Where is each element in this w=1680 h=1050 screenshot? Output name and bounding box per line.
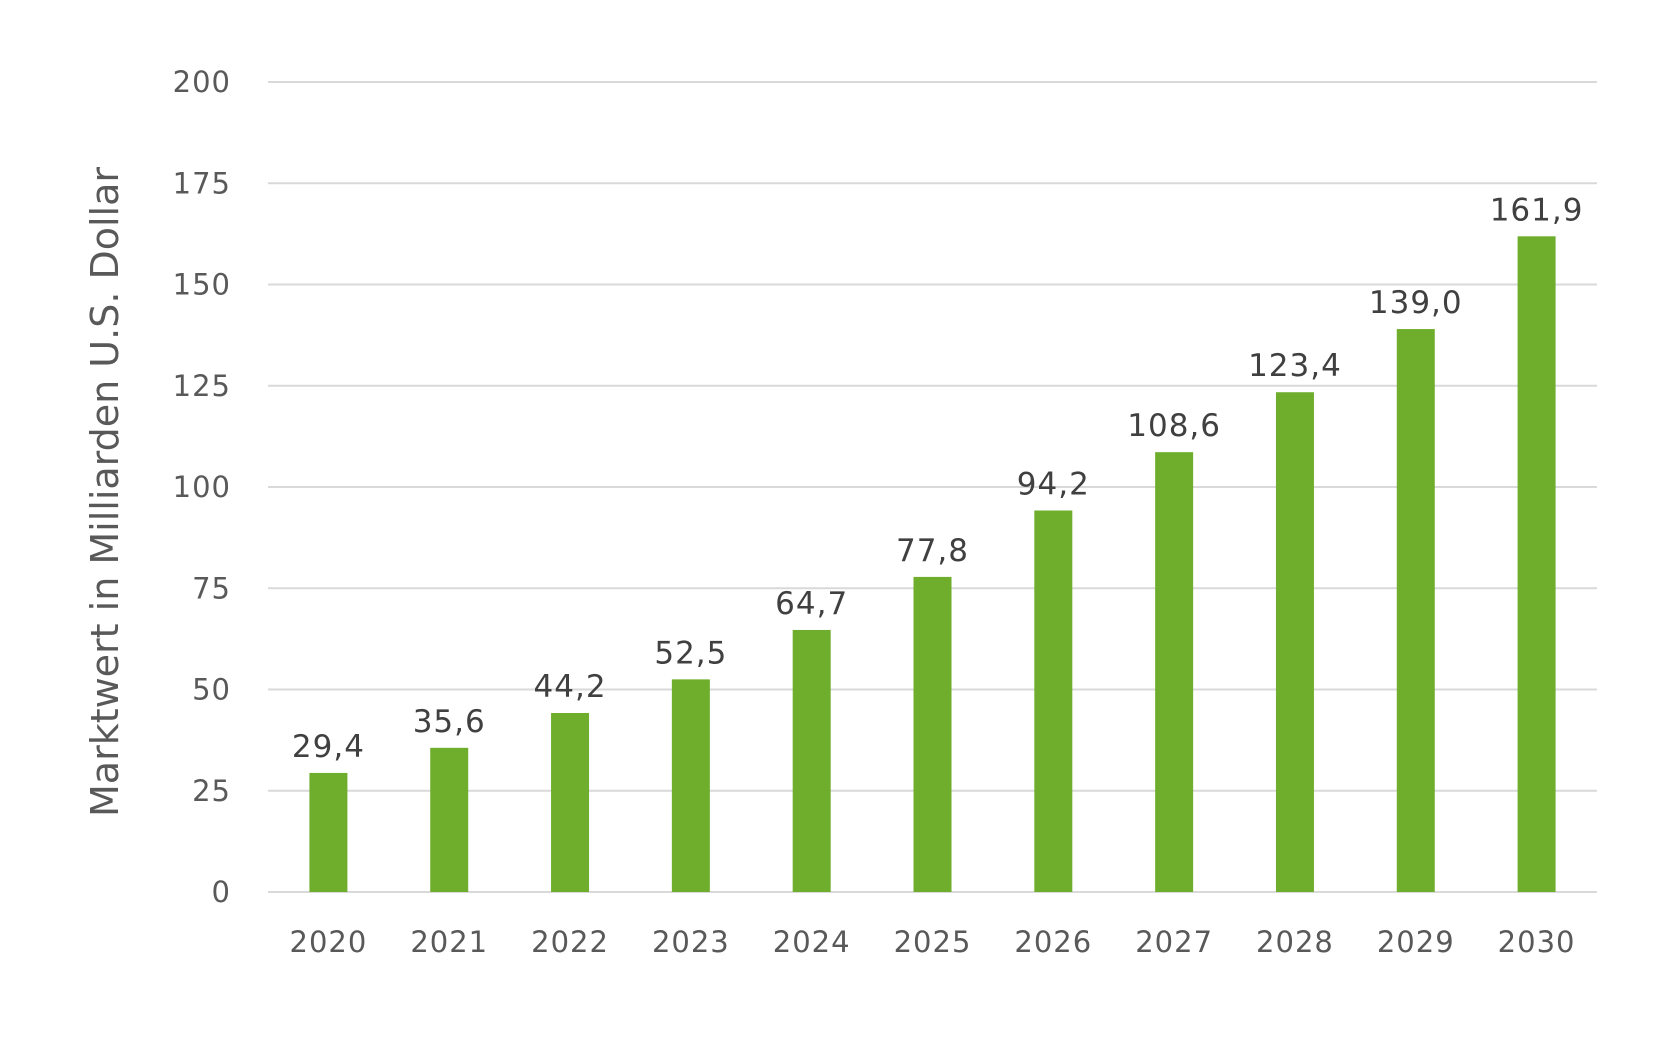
y-tick-label: 125 <box>173 369 231 403</box>
y-tick-label: 150 <box>173 268 231 302</box>
bars <box>309 236 1556 892</box>
bar-2030 <box>1517 236 1556 892</box>
x-tick-label-2020: 2020 <box>290 925 368 959</box>
y-tick-label: 75 <box>192 571 231 605</box>
y-axis-title: Marktwert in Milliarden U.S. Dollar <box>83 167 127 817</box>
x-tick-label-2028: 2028 <box>1256 925 1334 959</box>
x-tick-label-2027: 2027 <box>1135 925 1213 959</box>
data-label-2020: 29,4 <box>292 729 365 765</box>
bar-2020 <box>309 772 348 892</box>
data-label-2029: 139,0 <box>1369 285 1463 321</box>
gridlines <box>268 81 1597 893</box>
y-tick-label: 175 <box>173 166 231 200</box>
y-tick-label: 100 <box>173 470 231 504</box>
data-label-2026: 94,2 <box>1017 466 1090 502</box>
bar-2029 <box>1396 329 1435 892</box>
bar-2023 <box>671 679 710 892</box>
bar-2024 <box>792 629 831 892</box>
data-label-2021: 35,6 <box>413 704 486 740</box>
x-axis-ticks: 2020 2021 2022 2023 2024 2025 2026 2027 2028 2029… <box>290 925 1576 959</box>
y-tick-label: 25 <box>192 774 231 808</box>
bar-2021 <box>430 747 469 892</box>
y-tick-label: 50 <box>192 673 231 707</box>
x-tick-label-2029: 2029 <box>1377 925 1455 959</box>
x-tick-label-2023: 2023 <box>652 925 730 959</box>
y-tick-label: 200 <box>173 65 231 99</box>
x-tick-label-2025: 2025 <box>894 925 972 959</box>
bar-2028 <box>1275 392 1314 892</box>
data-label-2030: 161,9 <box>1490 192 1584 228</box>
x-tick-label-2021: 2021 <box>410 925 488 959</box>
data-label-2028: 123,4 <box>1248 348 1342 384</box>
x-tick-label-2026: 2026 <box>1014 925 1092 959</box>
bar-2025 <box>913 576 952 892</box>
data-label-2025: 77,8 <box>896 533 969 569</box>
bar-2026 <box>1034 510 1073 892</box>
bar-2027 <box>1155 452 1194 892</box>
data-label-2023: 52,5 <box>654 635 727 671</box>
x-tick-label-2030: 2030 <box>1498 925 1576 959</box>
data-labels: 29,4 35,6 44,2 52,5 64,7 77,8 94,2 108,6 123,4 13… <box>292 192 1584 765</box>
data-label-2024: 64,7 <box>775 586 848 622</box>
y-axis-ticks: 0 25 50 75 100 125 150 175 200 <box>173 65 231 909</box>
data-label-2022: 44,2 <box>534 669 607 705</box>
x-tick-label-2022: 2022 <box>531 925 609 959</box>
bar-2022 <box>551 712 590 892</box>
y-tick-label: 0 <box>212 875 231 909</box>
data-label-2027: 108,6 <box>1127 408 1221 444</box>
x-tick-label-2024: 2024 <box>773 925 851 959</box>
